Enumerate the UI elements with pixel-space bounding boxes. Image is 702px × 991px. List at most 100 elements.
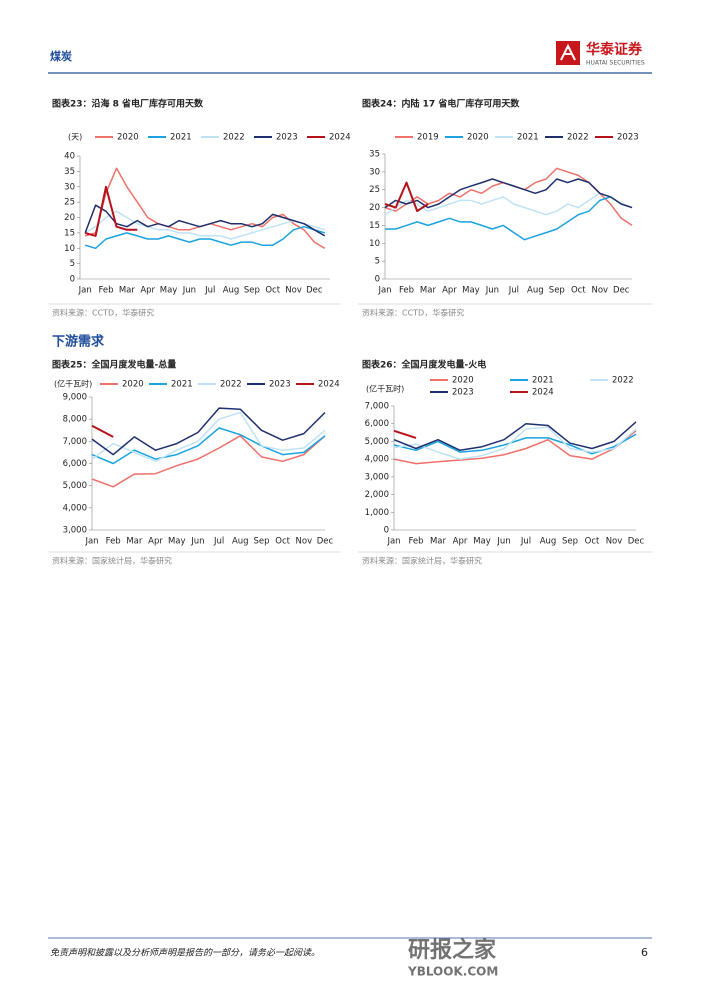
brand-en: HUATAI SECURITIES [586,60,645,67]
y-tick-label: 4,000 [63,503,87,513]
x-tick-label: Aug [232,537,249,547]
series-line [384,181,429,213]
legend-label: 2024 [532,388,554,398]
legend-label: 2020 [467,133,489,143]
x-tick-label: Jan [84,537,98,547]
y-tick-label: 2,000 [365,490,389,500]
legend-label: 2024 [329,133,351,143]
axis-unit: (亿千瓦时) [366,384,404,394]
x-tick-label: May [473,537,491,547]
x-tick-label: Mar [126,537,143,547]
series-line [91,424,114,438]
y-tick-label: 20 [64,213,75,223]
x-tick-label: Oct [275,537,290,547]
x-tick-label: Nov [606,537,623,547]
watermark-url: YBLOOK.COM [407,965,498,979]
chart-source: 资料来源：CCTD，华泰研究 [52,308,154,318]
legend-label: 2020 [452,376,474,386]
legend-label: 2023 [617,133,639,143]
x-tick-label: Sep [549,286,565,296]
legend-label: 2023 [269,380,291,390]
x-tick-label: Jun [485,286,499,296]
legend-label: 2023 [452,388,474,398]
y-tick-label: 7,000 [365,402,389,412]
x-tick-label: Oct [265,286,280,296]
y-tick-label: 5 [70,259,75,269]
y-tick-label: 5,000 [365,437,389,447]
brand: 华泰证券 [586,41,643,58]
x-tick-label: Jul [204,286,215,296]
x-tick-label: Apr [140,286,155,296]
legend-label: 2021 [532,376,554,386]
x-tick-label: Jan [78,286,92,296]
x-tick-label: Dec [628,537,645,547]
x-tick-label: Mar [430,537,447,547]
series-line [84,225,326,250]
x-tick-label: Jan [386,537,400,547]
y-tick-label: 3,000 [365,472,389,482]
chart-source: 资料来源：国家统计局，华泰研究 [362,556,482,566]
x-tick-label: Dec [306,286,323,296]
x-tick-label: Aug [540,537,557,547]
y-tick-label: 25 [369,185,380,195]
y-tick-label: 25 [64,198,75,208]
series-line [393,429,417,439]
legend-label: 2022 [567,133,589,143]
x-tick-label: Aug [223,286,240,296]
x-tick-label: May [462,286,480,296]
x-tick-label: Apr [453,537,468,547]
x-tick-label: Feb [99,286,114,296]
series-line [91,427,326,465]
x-tick-label: Nov [296,537,313,547]
legend-label: 2019 [417,133,439,143]
axis-unit: (亿千瓦时) [54,379,92,389]
series-line [393,426,637,460]
legend-label: 2022 [612,376,634,386]
legend-label: 2022 [220,380,242,390]
chart-title: 图表26：全国月度发电量-火电 [362,359,486,371]
x-tick-label: Sep [253,537,269,547]
x-tick-label: Jul [213,537,224,547]
series-line [84,210,326,240]
x-tick-label: Jun [182,286,196,296]
x-tick-label: Nov [285,286,302,296]
y-tick-label: 4,000 [365,455,389,465]
legend-label: 2020 [122,380,144,390]
legend-label: 2021 [171,380,193,390]
x-tick-label: Sep [244,286,260,296]
chart-source: 资料来源：CCTD，华泰研究 [362,308,464,318]
chart-source: 资料来源：国家统计局，华泰研究 [52,556,172,566]
y-tick-label: 3,000 [63,526,87,536]
x-tick-label: Feb [408,537,423,547]
legend-label: 2021 [170,133,192,143]
x-tick-label: Apr [148,537,163,547]
x-tick-label: Sep [562,537,578,547]
series-line [384,178,633,209]
x-tick-label: Mar [420,286,437,296]
y-tick-label: 6,000 [63,459,87,469]
x-tick-label: Jul [520,537,531,547]
x-tick-label: Jun [496,537,510,547]
x-tick-label: May [160,286,178,296]
legend-label: 2022 [223,133,245,143]
series-line [91,435,326,488]
x-tick-label: Jun [190,537,204,547]
logo-mark [560,43,576,61]
x-tick-label: Feb [106,537,121,547]
x-tick-label: Apr [442,286,457,296]
y-tick-label: 7,000 [63,437,87,447]
y-tick-label: 6,000 [365,419,389,429]
watermark-name: 研报之家 [408,937,497,963]
x-tick-label: Jan [377,286,391,296]
y-tick-label: 1,000 [365,508,389,518]
legend-label: 2021 [517,133,539,143]
legend-label: 2023 [276,133,298,143]
y-tick-label: 35 [369,150,380,160]
x-tick-label: May [168,537,186,547]
legend-label: 2024 [318,380,340,390]
page-number: 6 [641,946,648,959]
y-tick-label: 0 [384,526,389,536]
series-line [91,411,326,463]
y-tick-label: 5,000 [63,481,87,491]
